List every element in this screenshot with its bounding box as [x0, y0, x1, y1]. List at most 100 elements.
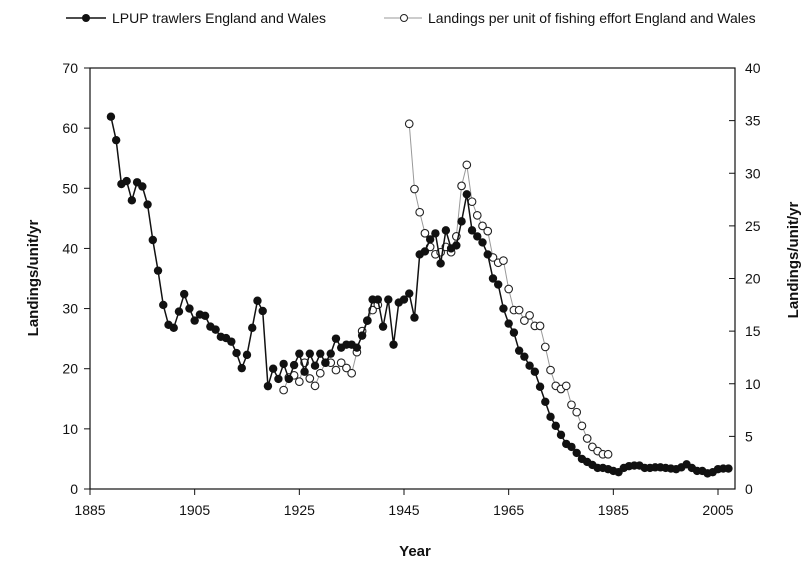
data-point-lpup [499, 304, 508, 313]
data-point-lpup [289, 360, 299, 370]
data-point-lpup [541, 397, 550, 406]
data-point-lpup [405, 289, 414, 298]
data-point-lpup [441, 226, 451, 235]
data-point-lpup [483, 250, 492, 259]
data-point-lpup [190, 316, 199, 325]
data-point-lpup [321, 358, 330, 367]
x-tick-label: 1885 [74, 502, 105, 518]
data-point-lpup [462, 190, 471, 199]
x-tick-label: 1985 [598, 502, 629, 518]
data-point-lpup [127, 196, 137, 205]
data-point-effort [336, 358, 346, 368]
data-point-effort [310, 381, 320, 391]
data-point-effort [472, 211, 482, 220]
data-point-lpup [546, 412, 555, 422]
data-point-lpup [572, 448, 581, 458]
data-point-lpup [373, 295, 383, 304]
data-point-lpup [352, 343, 362, 352]
y2-tick-label: 35 [745, 113, 761, 129]
data-point-lpup [111, 135, 121, 145]
data-point-lpup [410, 313, 419, 322]
data-point-lpup [227, 337, 236, 346]
data-point-lpup [556, 430, 566, 440]
y-tick-label: 60 [62, 120, 78, 136]
data-point-lpup [473, 232, 482, 241]
data-point-effort [499, 256, 508, 265]
data-point-lpup [211, 325, 220, 334]
data-point-lpup [431, 229, 440, 238]
data-point-effort [504, 284, 514, 294]
data-point-effort [546, 365, 555, 375]
data-point-effort [577, 421, 587, 431]
y2-tick-label: 40 [745, 60, 761, 76]
y2-tick-label: 0 [745, 481, 753, 497]
data-point-lpup [384, 295, 393, 304]
x-axis-label: Year [399, 543, 431, 560]
data-point-lpup [148, 235, 157, 245]
data-point-lpup [268, 364, 278, 373]
data-point-lpup [310, 361, 320, 370]
series-line [110, 116, 729, 475]
y-tick-label: 50 [62, 180, 78, 196]
x-tick-label: 1905 [179, 502, 210, 518]
data-point-lpup [478, 238, 487, 247]
data-point-lpup [357, 331, 367, 340]
y2-tick-label: 10 [745, 376, 761, 392]
data-point-effort [520, 316, 529, 325]
data-point-effort [467, 197, 477, 207]
data-point-lpup [295, 349, 304, 358]
data-point-lpup [174, 307, 184, 316]
legend-label-lpup: LPUP trawlers England and Wales [112, 10, 326, 26]
data-point-lpup [279, 359, 288, 369]
data-point-lpup [200, 311, 210, 320]
data-point-lpup [504, 319, 513, 328]
data-point-effort [540, 342, 550, 352]
data-point-lpup [724, 464, 733, 473]
data-point-lpup [143, 200, 152, 209]
data-point-effort [535, 321, 545, 331]
data-point-lpup [185, 304, 194, 313]
data-point-lpup [305, 349, 314, 358]
series-effort [279, 119, 613, 459]
data-point-lpup [138, 182, 147, 191]
y2-tick-label: 20 [745, 271, 761, 287]
data-point-effort [331, 365, 341, 375]
data-point-lpup [300, 367, 309, 376]
data-point-effort [294, 377, 304, 386]
y-tick-label: 70 [62, 60, 78, 76]
legend-marker-effort [400, 14, 408, 22]
data-point-effort [603, 449, 613, 459]
data-point-effort [410, 184, 419, 194]
plot-frame [89, 67, 736, 490]
x-tick-label: 1945 [388, 502, 419, 518]
data-point-effort [525, 310, 534, 320]
legend-label-effort: Landings per unit of fishing effort Engl… [428, 10, 756, 26]
data-point-lpup [274, 374, 283, 384]
data-point-lpup [237, 363, 246, 373]
data-point-lpup [488, 274, 498, 283]
data-point-lpup [457, 217, 466, 226]
data-point-effort [305, 374, 315, 383]
data-point-effort [342, 363, 351, 373]
data-point-lpup [378, 322, 388, 331]
data-point-effort [514, 305, 524, 315]
data-point-lpup [509, 328, 519, 337]
y-tick-label: 40 [62, 240, 78, 256]
data-point-effort [347, 368, 357, 378]
data-point-effort [315, 368, 325, 378]
y2-tick-label: 5 [745, 428, 753, 444]
data-point-effort [462, 160, 472, 170]
x-tick-label: 1965 [493, 502, 524, 518]
axes: 1885 1905 1925 1945 1965 1985 2005010203040506… [62, 60, 760, 518]
data-point-lpup [535, 382, 545, 391]
series-lpup [106, 112, 733, 478]
data-point-lpup [467, 226, 477, 235]
legend-marker-lpup [82, 14, 90, 22]
legend: LPUP trawlers England and Wales Landings… [66, 10, 756, 26]
data-point-lpup [399, 295, 409, 304]
data-point-lpup [248, 323, 257, 333]
data-point-effort [404, 119, 414, 129]
data-point-lpup [106, 112, 116, 121]
data-point-lpup [232, 348, 241, 358]
